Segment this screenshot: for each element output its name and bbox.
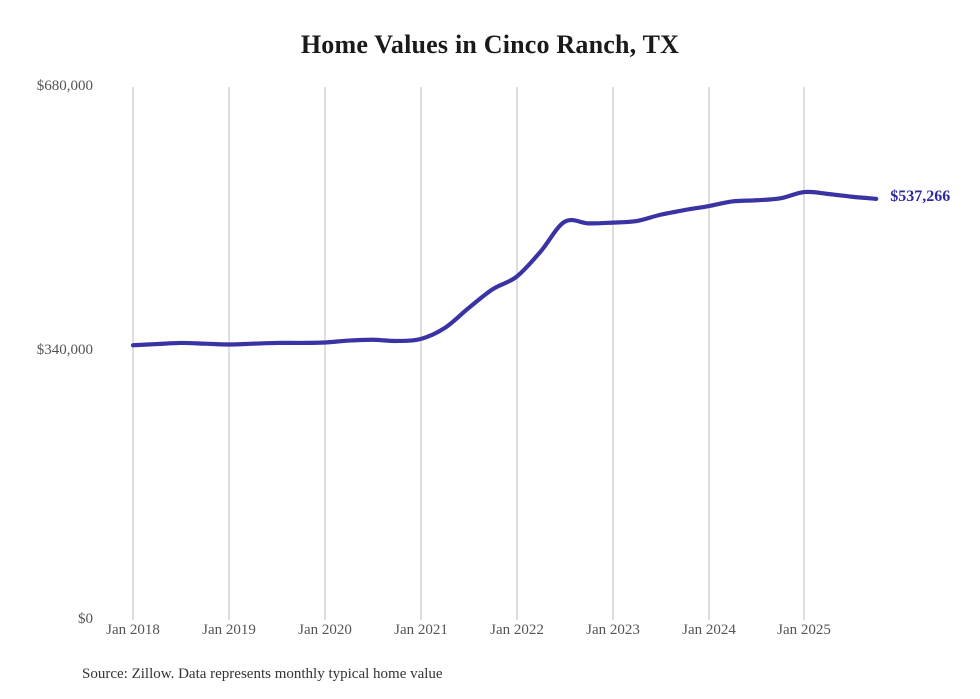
x-axis-tick-jan-2021: Jan 2021 bbox=[394, 622, 448, 638]
y-axis-tick-mid: $340,000 bbox=[36, 342, 93, 358]
x-axis-tick-jan-2024: Jan 2024 bbox=[682, 622, 736, 638]
x-axis-tick-jan-2023: Jan 2023 bbox=[586, 622, 640, 638]
x-axis-tick-jan-2022: Jan 2022 bbox=[490, 622, 544, 638]
series-line-typical-home-value bbox=[130, 189, 879, 348]
series-end-value-label: $537,266 bbox=[890, 187, 951, 205]
x-axis-tick-jan-2019: Jan 2019 bbox=[202, 622, 256, 638]
chart-source-caption: Source: Zillow. Data represents monthly … bbox=[82, 666, 443, 682]
x-axis-tick-jan-2020: Jan 2020 bbox=[298, 622, 352, 638]
x-axis-tick-jan-2025: Jan 2025 bbox=[777, 622, 831, 638]
y-axis-tick-bottom: $0 bbox=[78, 611, 93, 627]
x-axis-tick-jan-2018: Jan 2018 bbox=[106, 622, 160, 638]
chart-title: Home Values in Cinco Ranch, TX bbox=[300, 30, 680, 59]
y-axis-tick-top: $680,000 bbox=[36, 78, 93, 94]
gridlines bbox=[132, 87, 805, 620]
